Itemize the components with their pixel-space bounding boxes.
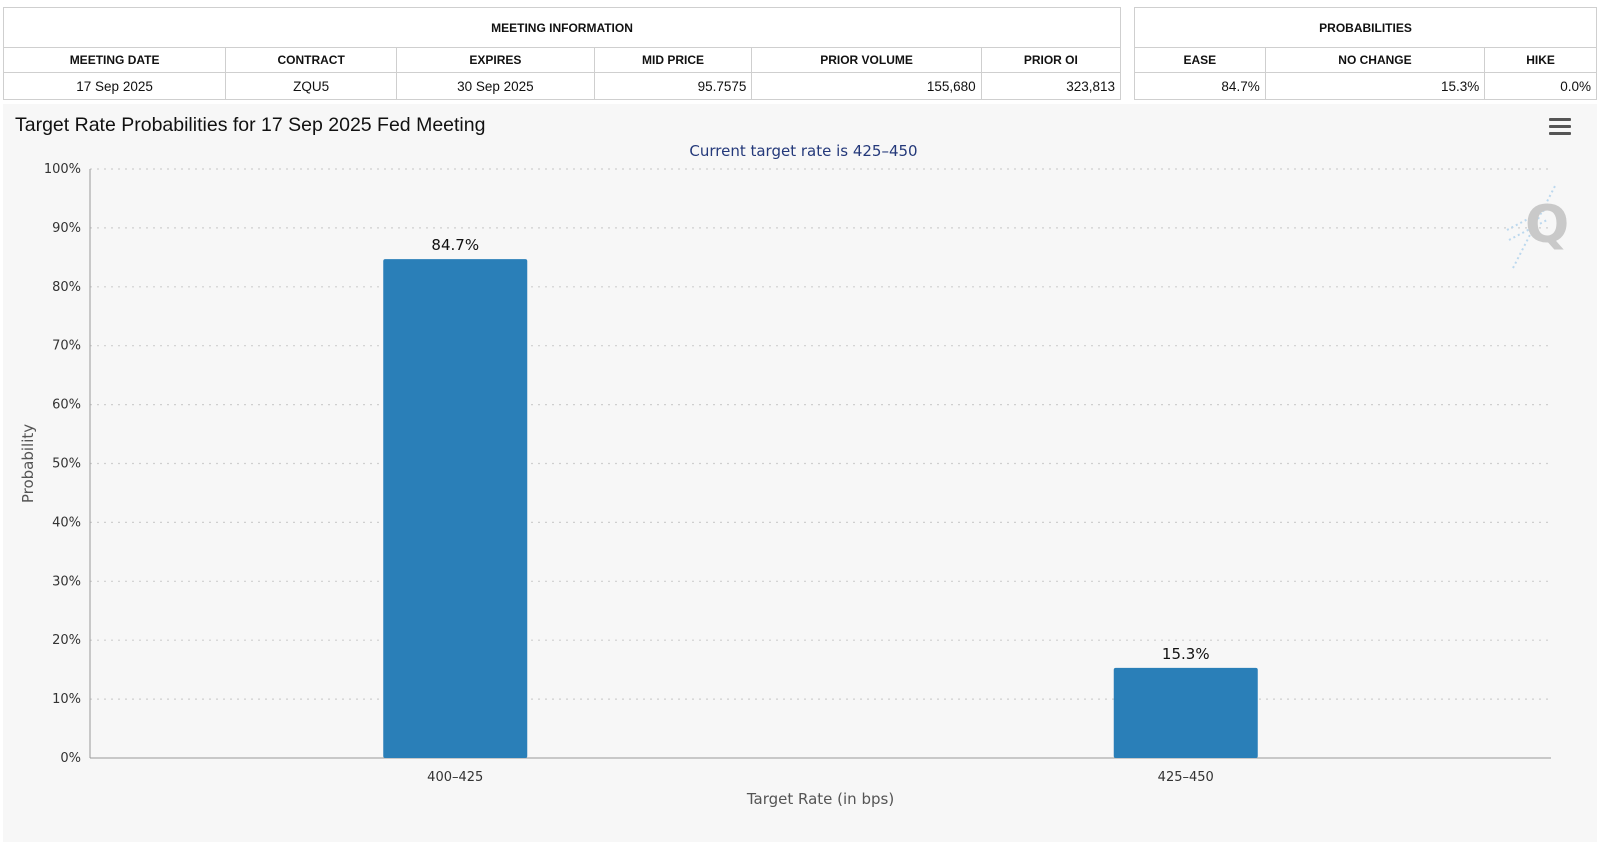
y-tick-label: 70%	[52, 339, 81, 354]
q-logo-icon: Q	[1506, 185, 1569, 269]
col-contract: CONTRACT	[225, 47, 398, 73]
y-tick-label: 10%	[52, 692, 81, 707]
hike-cell: 0.0%	[1484, 72, 1597, 100]
y-axis-title: Probability	[19, 424, 37, 503]
col-expires: EXPIRES	[396, 47, 595, 73]
col-meeting-date: MEETING DATE	[2, 47, 227, 73]
data-label: 15.3%	[1162, 645, 1210, 663]
y-tick-label: 50%	[52, 457, 81, 472]
contract-cell: ZQU5	[225, 72, 398, 100]
hamburger-menu-icon[interactable]	[1549, 118, 1571, 136]
x-axis-title: Target Rate (in bps)	[746, 790, 894, 808]
y-tick-label: 30%	[52, 574, 81, 589]
col-no-change: NO CHANGE	[1264, 47, 1486, 73]
no-change-cell: 15.3%	[1264, 72, 1486, 100]
y-tick-label: 90%	[52, 221, 81, 236]
y-tick-label: 20%	[52, 633, 81, 648]
y-tick-label: 0%	[60, 751, 81, 766]
col-ease: EASE	[1134, 47, 1266, 73]
x-tick-label: 425–450	[1158, 770, 1214, 785]
bar	[383, 259, 528, 758]
probabilities-table: PROBABILITIES EASE NO CHANGE HIKE 84.7% …	[1134, 7, 1597, 100]
table-row: 17 Sep 2025 ZQU5 30 Sep 2025 95.7575 155…	[2, 72, 1122, 100]
meeting-date-cell: 17 Sep 2025	[2, 72, 227, 100]
col-mid-price: MID PRICE	[593, 47, 753, 73]
table-row: 84.7% 15.3% 0.0%	[1134, 72, 1597, 100]
bar	[1113, 667, 1258, 758]
ease-cell: 84.7%	[1134, 72, 1266, 100]
y-tick-label: 80%	[52, 280, 81, 295]
data-label: 84.7%	[431, 236, 479, 254]
mid-price-cell: 95.7575	[593, 72, 753, 100]
prior-volume-cell: 155,680	[751, 72, 982, 100]
bar-chart: 0% 10% 20% 30% 40% 50% 60% 70% 80% 90% 100% 84.7% 40…	[19, 162, 1551, 808]
probabilities-header: PROBABILITIES	[1134, 7, 1597, 48]
svg-text:Q: Q	[1525, 195, 1569, 255]
y-tick-label: 40%	[52, 515, 81, 530]
chart-panel: 0% 10% 20% 30% 40% 50% 60% 70% 80% 90% 100% 84.7% 40…	[3, 104, 1597, 842]
y-tick-label: 100%	[44, 162, 81, 177]
chart-title: Target Rate Probabilities for 17 Sep 202…	[15, 114, 486, 136]
prior-oi-cell: 323,813	[980, 72, 1122, 100]
meeting-information-header: MEETING INFORMATION	[3, 7, 1121, 48]
meeting-information-table: MEETING INFORMATION MEETING DATE CONTRAC…	[2, 7, 1122, 100]
col-prior-volume: PRIOR VOLUME	[751, 47, 982, 73]
x-tick-label: 400–425	[427, 770, 483, 785]
y-tick-label: 60%	[52, 398, 81, 413]
chart-subtitle: Current target rate is 425–450	[689, 142, 918, 160]
col-prior-oi: PRIOR OI	[980, 47, 1122, 73]
expires-cell: 30 Sep 2025	[396, 72, 595, 100]
col-hike: HIKE	[1484, 47, 1597, 73]
